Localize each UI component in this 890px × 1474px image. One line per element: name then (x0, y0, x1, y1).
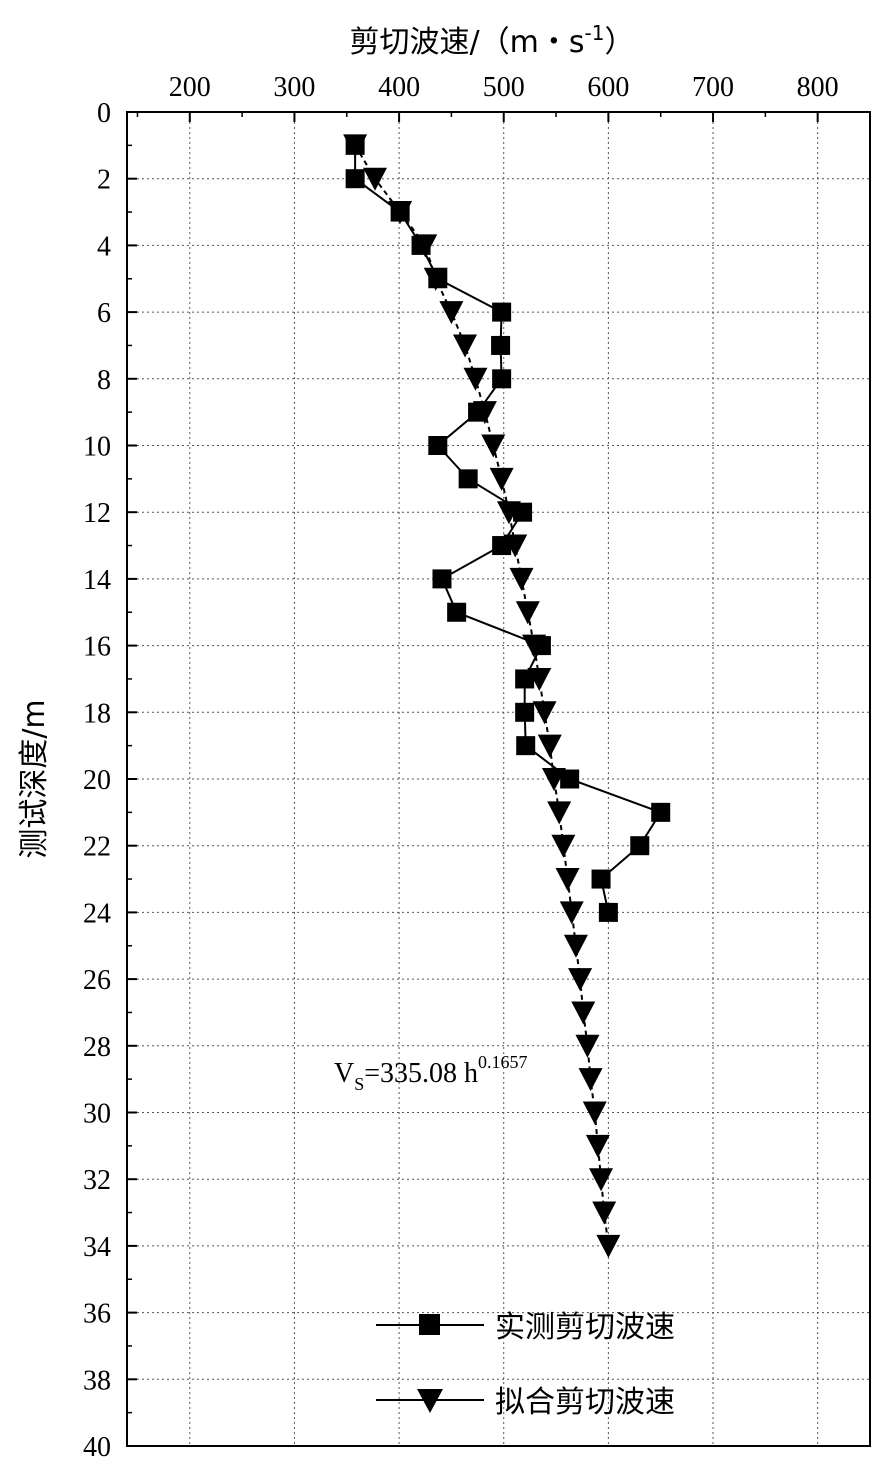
x-tick-label: 800 (797, 72, 839, 103)
tick-layer: 200 300 400 500 600 700 8000246810121416182022… (83, 72, 839, 1463)
x-tick-label: 400 (378, 72, 420, 103)
fitted-point (541, 768, 566, 791)
measured-point (432, 569, 452, 589)
measured-point (630, 836, 650, 856)
y-tick-label: 10 (83, 432, 111, 463)
measured-point (492, 536, 512, 556)
y-tick-label: 2 (97, 165, 111, 196)
fitted-point (537, 734, 562, 758)
fitted-point (463, 367, 488, 391)
y-axis-title: 测试深度/m (17, 699, 52, 858)
y-tick-label: 20 (83, 765, 111, 796)
measured-point (651, 802, 671, 822)
fitted-point (481, 434, 506, 458)
measured-point (591, 869, 611, 889)
measured-point (345, 169, 365, 189)
measured-point (428, 436, 448, 455)
fitted-point (489, 467, 514, 491)
fitted-point (578, 1068, 603, 1092)
y-tick-label: 8 (97, 365, 111, 396)
measured-series-line (354, 145, 663, 913)
measured-point (492, 369, 512, 389)
fitted-point (563, 934, 588, 958)
y-tick-label: 16 (83, 632, 111, 663)
fitted-point (532, 701, 557, 725)
measured-point (468, 402, 488, 422)
legend-triangle-marker (417, 1389, 443, 1413)
x-axis-title: 剪切波速/（m・s-1） (350, 21, 635, 60)
legend-item-measured: 实测剪切波速 (376, 1310, 675, 1345)
fitted-point (592, 1201, 617, 1225)
fitted-point (582, 1101, 607, 1125)
x-tick-label: 700 (692, 72, 734, 103)
measured-point (390, 202, 410, 222)
fitted-point (363, 167, 388, 191)
measured-point (411, 235, 431, 255)
fitted-point (547, 801, 572, 825)
fitted-point (551, 834, 576, 858)
y-tick-label: 40 (83, 1432, 111, 1463)
measured-point (447, 602, 467, 622)
fitted-point (559, 901, 584, 925)
measured-point (598, 902, 618, 922)
fitted-point (439, 301, 464, 325)
measured-point (491, 335, 511, 355)
fitted-point (596, 1234, 621, 1258)
x-tick-label: 600 (587, 72, 629, 103)
fitted-point (589, 1168, 614, 1192)
y-tick-label: 0 (97, 98, 111, 129)
y-tick-label: 18 (83, 698, 111, 729)
measured-point (458, 469, 478, 489)
y-tick-label: 30 (83, 1099, 111, 1130)
measured-point (492, 302, 512, 322)
y-tick-label: 12 (83, 498, 111, 529)
fitted-point (515, 601, 540, 625)
measured-point (516, 736, 536, 756)
fitted-point (575, 1034, 600, 1058)
y-tick-label: 28 (83, 1032, 111, 1063)
fit-equation-annotation: VS=335.08 h0.1657 (334, 1052, 528, 1094)
fitted-point (453, 334, 478, 358)
legend-label-measured: 实测剪切波速 (495, 1310, 675, 1345)
y-tick-label: 38 (83, 1365, 111, 1396)
fitted-point (585, 1134, 610, 1158)
series-layer (343, 134, 671, 1258)
measured-point (515, 702, 535, 722)
fitted-point (509, 567, 534, 591)
y-tick-label: 14 (83, 565, 111, 596)
legend-label-fitted: 拟合剪切波速 (495, 1385, 675, 1420)
fitted-point (571, 1001, 596, 1025)
legend: 实测剪切波速 拟合剪切波速 (376, 1310, 675, 1420)
measured-point (513, 502, 533, 522)
x-tick-label: 500 (483, 72, 525, 103)
y-tick-label: 32 (83, 1165, 111, 1196)
y-tick-label: 26 (83, 965, 111, 996)
legend-square-marker (419, 1314, 440, 1335)
legend-item-fitted: 拟合剪切波速 (376, 1385, 675, 1420)
y-tick-label: 34 (83, 1232, 111, 1263)
x-tick-label: 200 (169, 72, 211, 103)
y-tick-label: 36 (83, 1299, 111, 1330)
measured-point (560, 769, 580, 789)
fitted-series-line (354, 144, 610, 1247)
y-tick-label: 4 (97, 231, 111, 262)
y-tick-label: 6 (97, 298, 111, 329)
measured-point (531, 636, 551, 656)
y-tick-label: 22 (83, 832, 111, 863)
measured-point (428, 269, 448, 289)
x-tick-label: 300 (273, 72, 315, 103)
fitted-point (555, 868, 580, 892)
y-tick-label: 24 (83, 898, 111, 929)
fitted-point (568, 968, 593, 992)
measured-point (515, 669, 535, 689)
measured-point (345, 135, 365, 155)
